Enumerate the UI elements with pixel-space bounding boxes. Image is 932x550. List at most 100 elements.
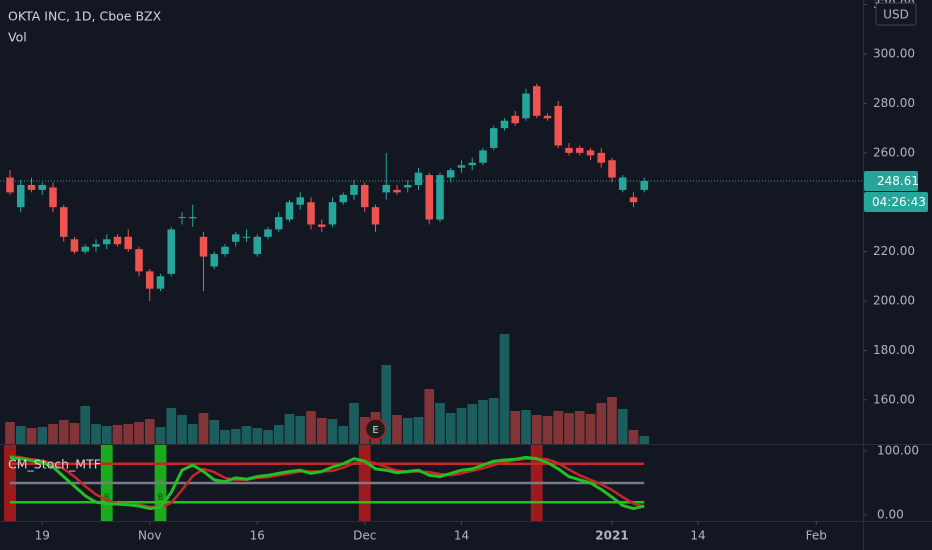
candle-body — [145, 271, 154, 289]
candle-body — [511, 115, 520, 124]
chart-title: OKTA INC, 1D, Cboe BZX — [8, 9, 162, 24]
volume-bar — [5, 422, 15, 444]
candle-body — [135, 249, 143, 272]
volume-bar — [564, 413, 574, 444]
candle-body — [199, 236, 208, 257]
candle-body — [489, 128, 498, 148]
volume-bar — [112, 425, 123, 444]
volume-bar — [91, 424, 101, 444]
signal-bar — [4, 445, 16, 521]
y-tick-label: 300.00 — [873, 47, 915, 61]
volume-bar — [220, 430, 230, 444]
candle-body — [468, 162, 477, 166]
candle-body — [618, 177, 627, 190]
x-tick-label: Dec — [353, 529, 376, 543]
volume-bar — [381, 365, 392, 444]
volume-bar — [166, 408, 177, 444]
candle-body — [371, 207, 380, 225]
currency[interactable]: USD — [883, 8, 909, 22]
candle-body — [500, 120, 509, 129]
candle-body — [403, 184, 412, 188]
candle-body — [597, 152, 606, 163]
candle-body — [167, 229, 176, 274]
candle-body — [221, 246, 229, 255]
candle-body — [532, 86, 541, 116]
y-tick-label: 280.00 — [873, 96, 915, 110]
volume-bar — [187, 424, 198, 444]
candle-body — [231, 234, 240, 242]
volume-bar — [349, 403, 359, 444]
signal-label: B — [158, 493, 164, 502]
volume-bar — [402, 418, 413, 444]
candle-body — [70, 239, 79, 252]
last-price-box — [864, 170, 918, 191]
volume-bar — [510, 411, 521, 444]
volume-bar — [101, 426, 112, 444]
candle-body — [59, 207, 68, 237]
volume-bar — [456, 408, 467, 444]
candle-body — [242, 236, 251, 238]
volume-bar — [198, 413, 209, 444]
candle-body — [360, 184, 369, 208]
volume-bar — [413, 417, 424, 444]
countdown-box — [864, 191, 928, 212]
candle-body — [350, 184, 358, 195]
volume-bar — [531, 415, 542, 444]
y-tick-label: 260.00 — [873, 145, 915, 159]
signal-label: B — [104, 493, 110, 502]
candle-body — [640, 180, 649, 190]
volume-bar — [295, 416, 306, 444]
earnings-marker — [364, 418, 387, 440]
x-tick-label: 14 — [690, 529, 705, 543]
volume-bar — [553, 411, 564, 444]
x-tick-label: 19 — [35, 529, 50, 543]
indicator-tick-label: 100.00 — [877, 444, 919, 458]
candle-body — [38, 184, 47, 190]
volume-bar — [316, 418, 327, 444]
candle-body — [436, 175, 444, 220]
volume-bar — [177, 415, 187, 444]
volume-bar — [155, 427, 166, 444]
volume-bar — [123, 424, 134, 444]
volume-label: Vol — [8, 30, 27, 45]
volume-bar — [284, 414, 295, 444]
candle-body — [586, 150, 595, 156]
currency-box[interactable] — [875, 2, 917, 26]
volume-bar — [607, 397, 617, 444]
volume-bar — [15, 426, 26, 444]
indicator-name: CM_Stoch_MTF — [8, 457, 101, 472]
volume-bar — [392, 415, 402, 444]
volume-bar — [69, 423, 80, 444]
y-tick-label: 200.00 — [873, 294, 915, 308]
candle-body — [188, 217, 197, 219]
candle-body — [479, 150, 487, 163]
last-price-label: 248.61 — [877, 174, 919, 188]
volume-bar — [48, 424, 58, 444]
volume-bar — [273, 425, 284, 444]
x-tick-label: Nov — [138, 529, 161, 543]
volume-bar — [80, 406, 91, 444]
earnings-label: E — [372, 425, 378, 436]
candle-body — [565, 147, 573, 153]
volume-bar — [134, 422, 144, 444]
candle-body — [307, 202, 315, 225]
volume-bar — [263, 430, 273, 444]
volume-bar — [327, 419, 338, 444]
x-tick-label: 2021 — [595, 529, 628, 543]
candle-body — [27, 184, 36, 190]
candle-body — [522, 93, 530, 119]
candle-body — [543, 115, 552, 119]
candle-body — [92, 244, 100, 247]
candle-body — [102, 239, 111, 245]
volume-bar — [596, 403, 607, 444]
volume-bar — [521, 410, 531, 444]
candle-body — [81, 246, 90, 252]
x-tick-label: Feb — [806, 529, 827, 543]
candle-body — [156, 276, 165, 289]
volume-bar — [252, 428, 263, 444]
candle-body — [113, 236, 122, 245]
volume-bar — [585, 414, 596, 444]
stoch-k-line — [9, 455, 645, 511]
